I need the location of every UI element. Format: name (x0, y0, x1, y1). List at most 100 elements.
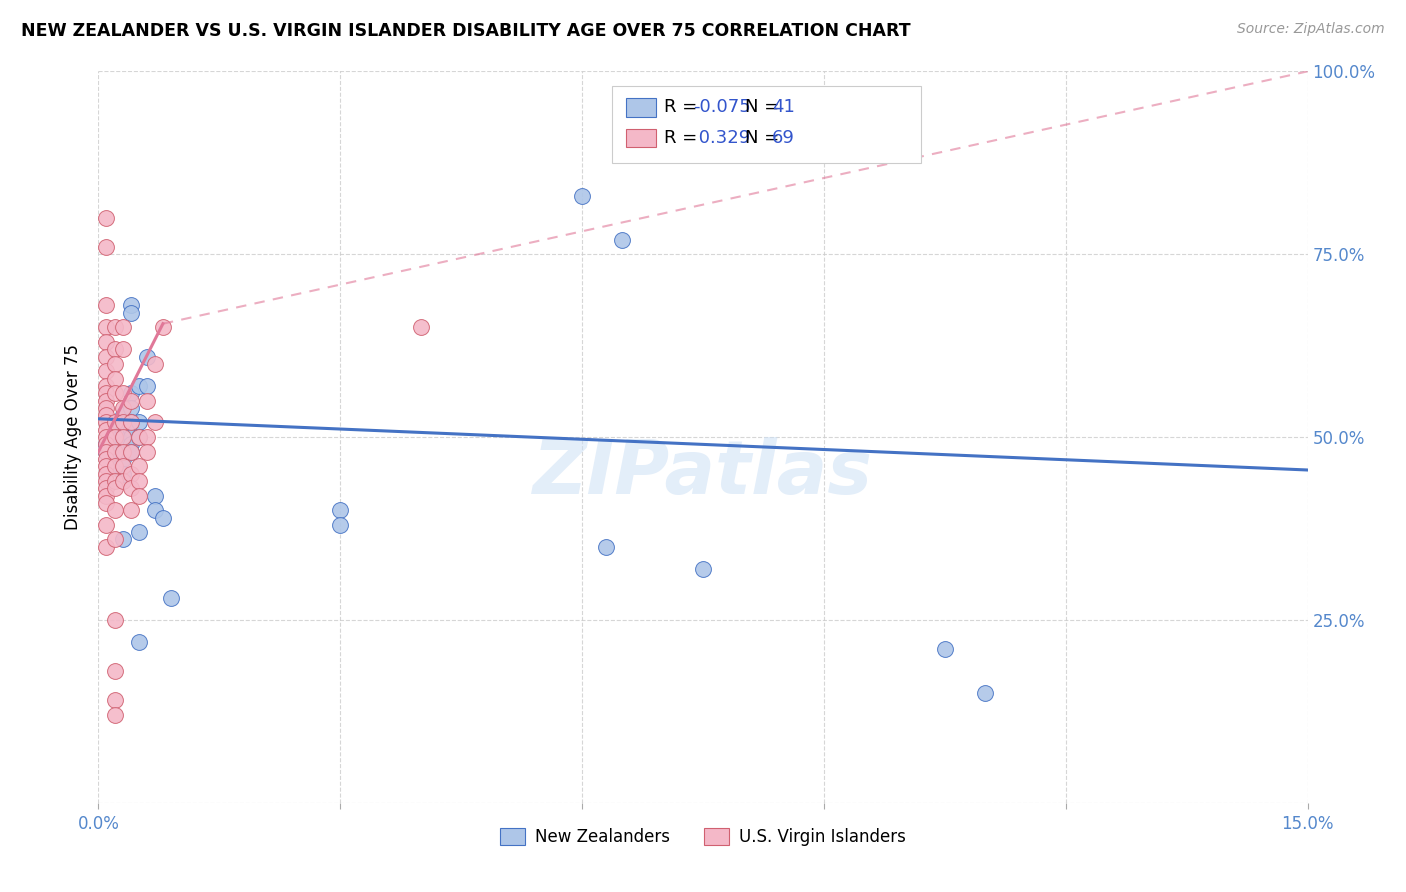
Point (111, 452, 134, 467)
Text: -0.075: -0.075 (693, 98, 751, 117)
Point (120, 444, 142, 458)
Point (96, 393, 118, 408)
Point (111, 474, 134, 488)
Point (96, 444, 118, 458)
Point (103, 533, 125, 547)
Point (111, 444, 134, 458)
Point (143, 357, 166, 371)
Text: 69: 69 (772, 129, 794, 147)
Point (692, 562, 714, 576)
Point (96, 334, 118, 349)
Point (96, 474, 118, 488)
Point (96, 298, 118, 312)
Point (96, 444, 118, 458)
Point (103, 416, 125, 430)
Point (974, 686, 997, 700)
Point (120, 306, 142, 320)
Point (103, 664, 125, 678)
Point (103, 386, 125, 401)
FancyBboxPatch shape (626, 98, 655, 117)
Point (128, 459, 150, 474)
Point (595, 540, 617, 554)
Point (120, 401, 142, 415)
Point (96, 437, 118, 451)
Point (103, 481, 125, 495)
Point (111, 423, 134, 437)
Point (96, 467, 118, 481)
Point (103, 693, 125, 707)
Point (111, 533, 134, 547)
Text: 0.329: 0.329 (693, 129, 751, 147)
Point (128, 416, 150, 430)
Point (96, 408, 118, 422)
Point (96, 459, 118, 474)
Point (96, 481, 118, 495)
Point (96, 386, 118, 401)
Point (96, 517, 118, 532)
Point (103, 371, 125, 385)
Point (120, 430, 142, 444)
Point (143, 489, 166, 503)
Point (128, 430, 150, 444)
Point (120, 503, 142, 517)
Point (96, 211, 118, 225)
Point (103, 343, 125, 357)
Point (329, 503, 352, 517)
Point (111, 343, 134, 357)
Point (96, 423, 118, 437)
Point (120, 437, 142, 451)
Point (103, 320, 125, 334)
Point (111, 430, 134, 444)
Point (96, 401, 118, 415)
Point (96, 489, 118, 503)
Point (143, 416, 166, 430)
Point (111, 416, 134, 430)
Text: R =: R = (664, 129, 703, 147)
Point (96, 540, 118, 554)
Legend: New Zealanders, U.S. Virgin Islanders: New Zealanders, U.S. Virgin Islanders (494, 822, 912, 853)
Text: NEW ZEALANDER VS U.S. VIRGIN ISLANDER DISABILITY AGE OVER 75 CORRELATION CHART: NEW ZEALANDER VS U.S. VIRGIN ISLANDER DI… (21, 22, 911, 40)
Point (128, 379, 150, 393)
Point (103, 444, 125, 458)
Point (160, 591, 183, 605)
Point (111, 408, 134, 422)
Point (934, 642, 956, 657)
Point (96, 496, 118, 510)
Point (128, 489, 150, 503)
Point (329, 517, 352, 532)
Text: N =: N = (745, 129, 786, 147)
Point (120, 298, 142, 312)
Point (103, 416, 125, 430)
FancyBboxPatch shape (626, 129, 655, 147)
Point (128, 474, 150, 488)
Point (103, 430, 125, 444)
Point (96, 350, 118, 364)
Point (103, 503, 125, 517)
Point (120, 467, 142, 481)
Point (96, 240, 118, 254)
Point (96, 379, 118, 393)
Point (111, 401, 134, 415)
Point (96, 364, 118, 378)
Point (152, 320, 174, 334)
Text: N =: N = (745, 98, 786, 117)
Point (103, 430, 125, 444)
Point (128, 430, 150, 444)
Y-axis label: Disability Age Over 75: Disability Age Over 75 (65, 344, 83, 530)
Point (128, 525, 150, 540)
Point (120, 481, 142, 495)
Point (120, 423, 142, 437)
Point (135, 379, 157, 393)
Point (409, 320, 432, 334)
Point (135, 430, 157, 444)
Point (152, 510, 174, 524)
Text: 41: 41 (772, 98, 794, 117)
Point (111, 437, 134, 451)
Text: ZIPatlas: ZIPatlas (533, 437, 873, 510)
Point (128, 635, 150, 649)
Point (571, 188, 593, 202)
Point (96, 320, 118, 334)
Point (111, 467, 134, 481)
Point (103, 444, 125, 458)
Point (135, 444, 157, 458)
